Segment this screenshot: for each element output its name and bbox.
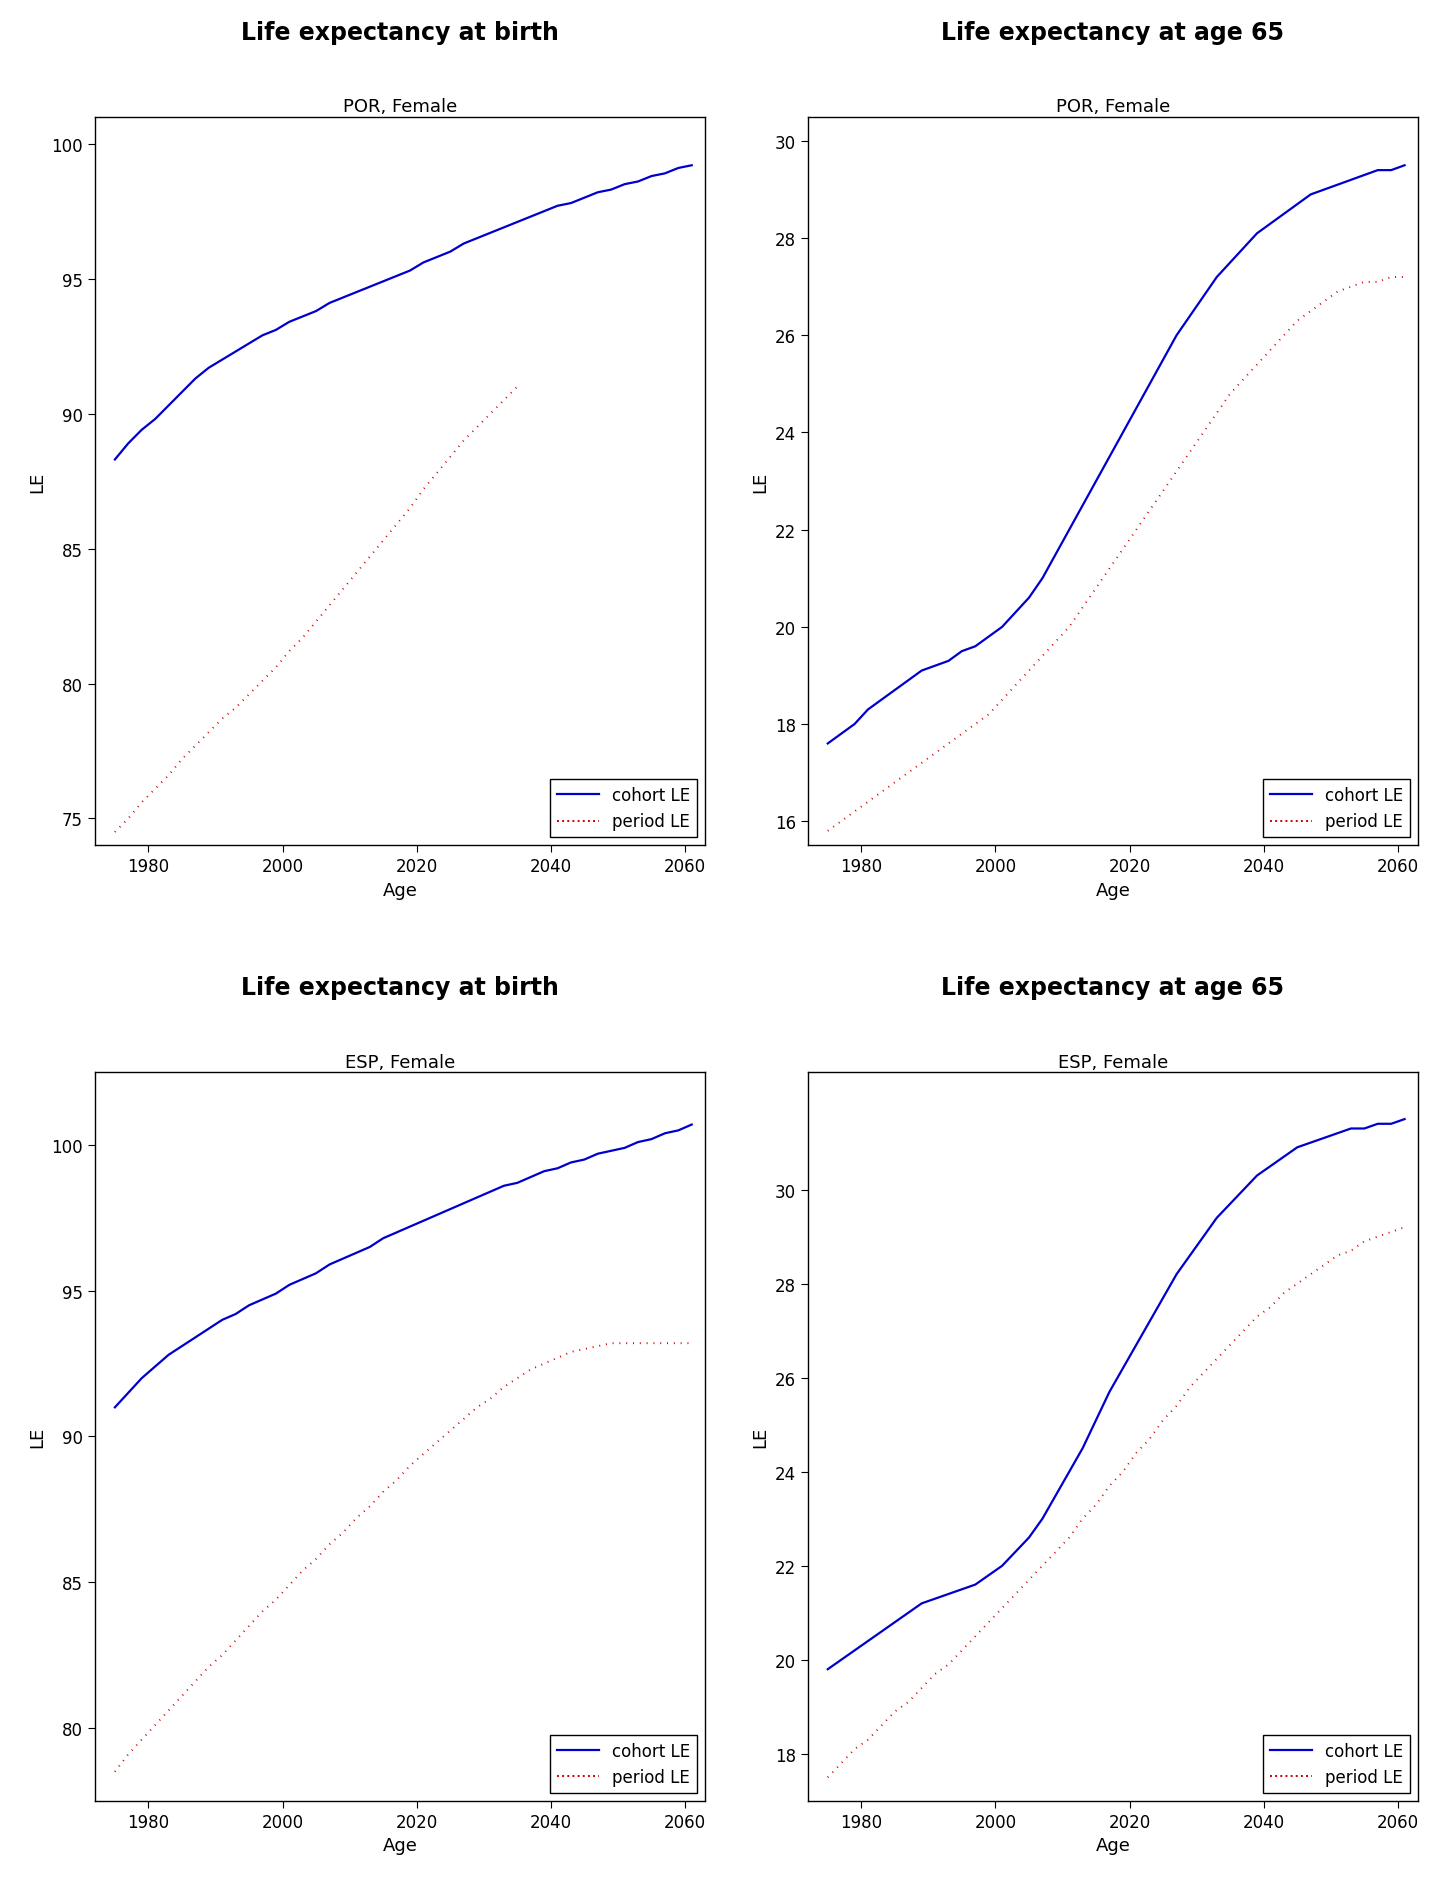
X-axis label: Age: Age	[1095, 1837, 1130, 1854]
X-axis label: Age: Age	[1095, 881, 1130, 900]
Legend: cohort LE, period LE: cohort LE, period LE	[551, 779, 697, 837]
Y-axis label: LE: LE	[28, 470, 46, 493]
Title: ESP, Female: ESP, Female	[1057, 1052, 1167, 1071]
Title: ESP, Female: ESP, Female	[345, 1052, 455, 1071]
Legend: cohort LE, period LE: cohort LE, period LE	[1263, 779, 1409, 837]
Text: Life expectancy at age 65: Life expectancy at age 65	[941, 21, 1285, 45]
X-axis label: Age: Age	[383, 1837, 418, 1854]
Text: Life expectancy at birth: Life expectancy at birth	[241, 21, 558, 45]
Y-axis label: LE: LE	[28, 1427, 46, 1447]
Text: Life expectancy at age 65: Life expectancy at age 65	[941, 975, 1285, 999]
Y-axis label: LE: LE	[751, 470, 768, 493]
X-axis label: Age: Age	[383, 881, 418, 900]
Title: POR, Female: POR, Female	[342, 98, 457, 117]
Y-axis label: LE: LE	[751, 1427, 768, 1447]
Legend: cohort LE, period LE: cohort LE, period LE	[551, 1735, 697, 1792]
Text: Life expectancy at birth: Life expectancy at birth	[241, 975, 558, 999]
Legend: cohort LE, period LE: cohort LE, period LE	[1263, 1735, 1409, 1792]
Title: POR, Female: POR, Female	[1056, 98, 1170, 117]
